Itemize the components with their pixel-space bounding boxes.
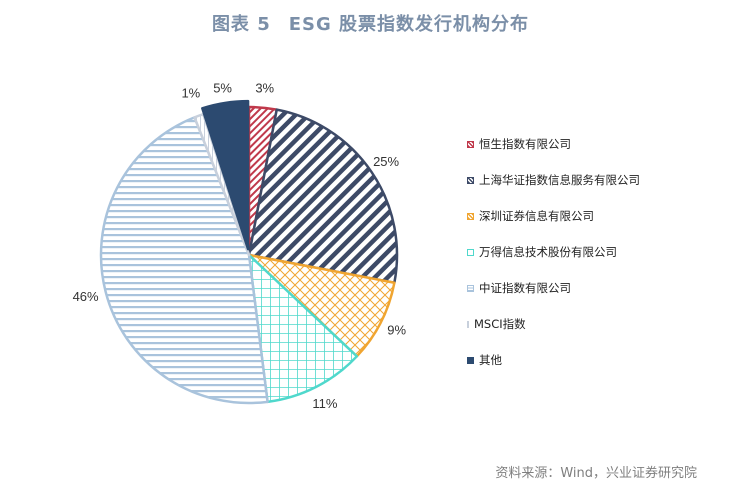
legend-item: 上海华证指数信息服务有限公司 — [467, 162, 640, 198]
legend-item: 恒生指数有限公司 — [467, 126, 640, 162]
slice-label: 25% — [373, 154, 399, 169]
pie-slice — [99, 116, 269, 405]
legend: 恒生指数有限公司上海华证指数信息服务有限公司 深圳证券信息有限公司万得信息技术股份… — [467, 126, 640, 378]
legend-item: 万得信息技术股份有限公司 — [467, 234, 640, 270]
legend-label: 深圳证券信息有限公司 — [479, 209, 594, 223]
legend-item: 其他 — [467, 342, 640, 378]
slice-label: 1% — [181, 85, 200, 100]
legend-label: 恒生指数有限公司 — [479, 137, 571, 151]
pie-slice — [247, 108, 399, 284]
legend-item: MSCI指数 — [467, 306, 640, 342]
pie-slice — [247, 253, 359, 404]
legend-swatch — [467, 284, 474, 292]
figure-label: 图表 5 — [211, 14, 271, 35]
source-note: 资料来源：Wind，兴业证券研究院 — [495, 466, 697, 481]
legend-swatch — [467, 212, 474, 220]
legend-swatch — [467, 320, 469, 328]
legend-item: 中证指数有限公司 — [467, 270, 640, 306]
pie-slice — [201, 99, 250, 251]
legend-label: 万得信息技术股份有限公司 — [479, 245, 617, 259]
slice-label: 3% — [255, 81, 274, 96]
legend-swatch — [467, 356, 474, 364]
legend-swatch — [467, 176, 474, 184]
legend-label: 上海华证指数信息服务有限公司 — [479, 173, 640, 187]
slice-label: 5% — [213, 80, 232, 95]
legend-label: 其他 — [479, 353, 502, 367]
legend-item: 深圳证券信息有限公司 — [467, 198, 640, 234]
slice-label: 9% — [387, 322, 406, 337]
legend-label: MSCI指数 — [474, 317, 526, 331]
legend-swatch — [467, 140, 474, 148]
legend-label: 中证指数有限公司 — [479, 281, 571, 295]
legend-swatch — [467, 248, 474, 256]
slice-label: 11% — [312, 396, 337, 411]
figure-title: 图表 5 ESG 股票指数发行机构分布 — [0, 10, 741, 36]
pie-slice — [247, 253, 396, 358]
slice-label: 46% — [73, 289, 99, 304]
figure-title-text: ESG 股票指数发行机构分布 — [288, 14, 530, 35]
